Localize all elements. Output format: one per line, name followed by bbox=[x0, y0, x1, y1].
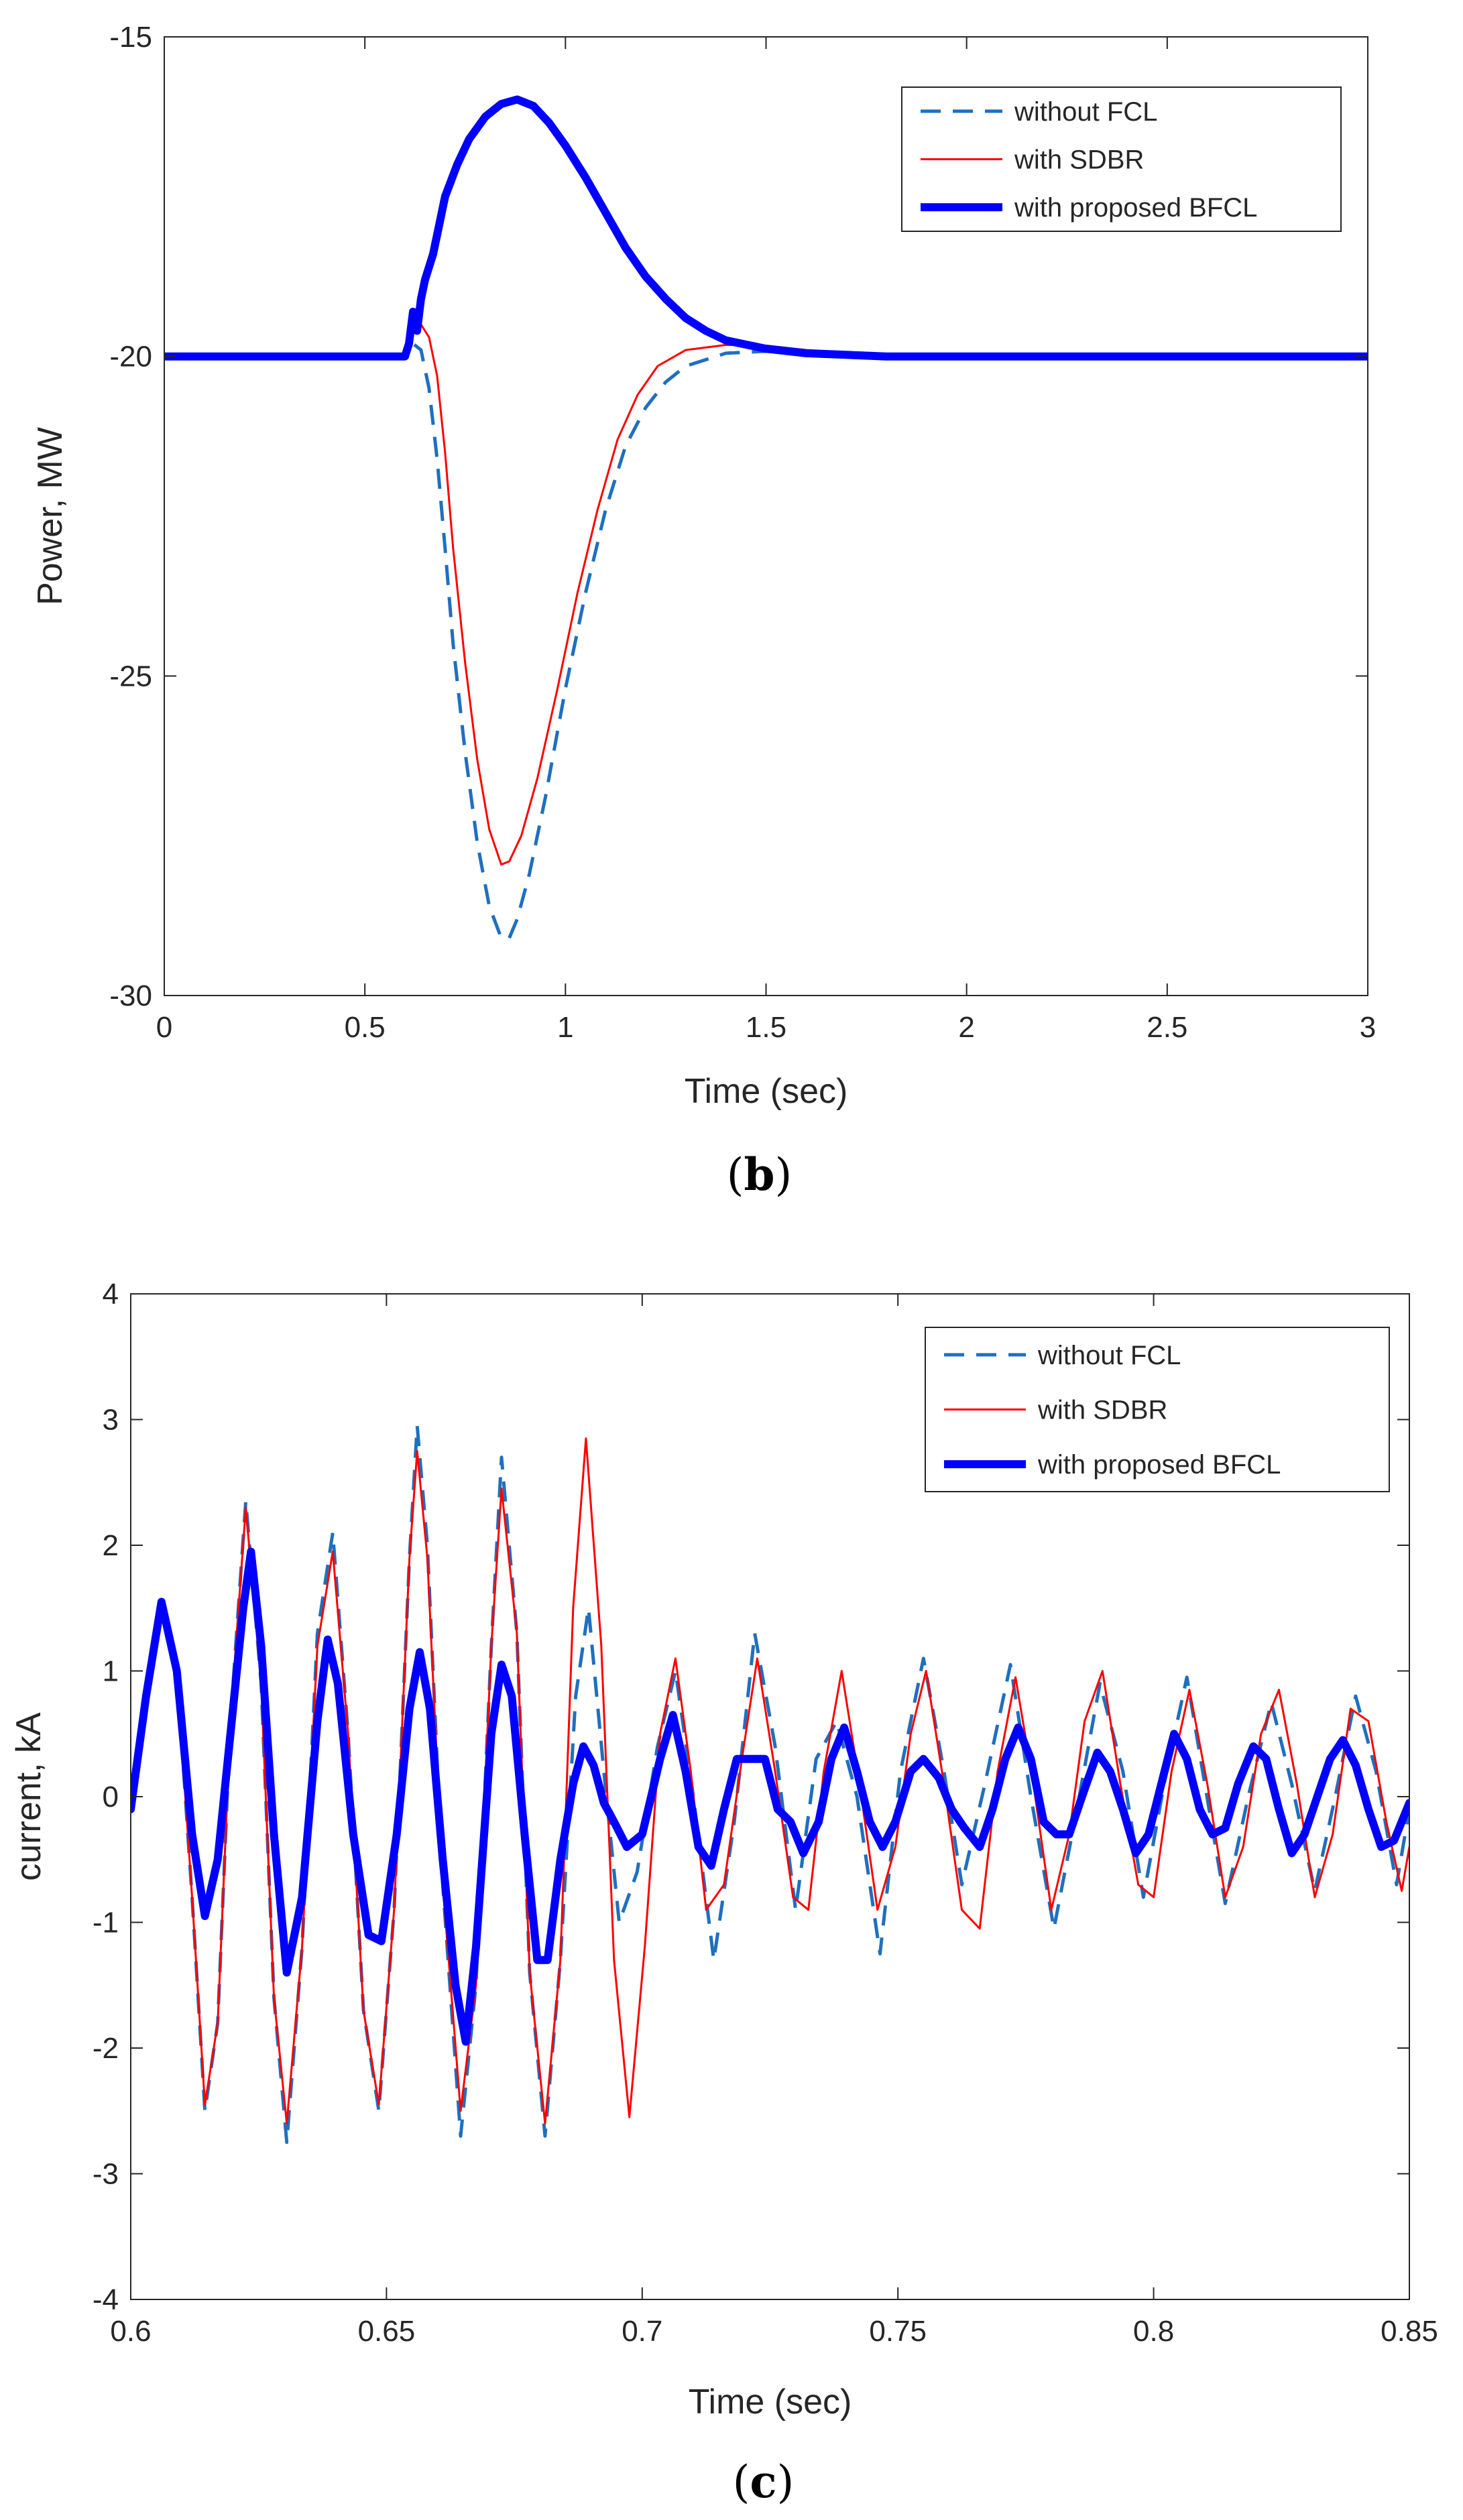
y-tick-label: -3 bbox=[93, 2158, 119, 2191]
x-tick-label: 3 bbox=[1360, 1011, 1376, 1044]
power-chart-y-axis-label: Power, MW bbox=[31, 427, 70, 605]
current-chart-lines bbox=[131, 1424, 1409, 2145]
legend-label: with proposed BFCL bbox=[1014, 193, 1257, 223]
legend-label: without FCL bbox=[1014, 97, 1157, 127]
y-tick-label: 0 bbox=[103, 1781, 119, 1813]
x-tick-label: 0 bbox=[156, 1011, 172, 1044]
y-tick-label: -20 bbox=[109, 341, 152, 373]
y-tick-label: 1 bbox=[103, 1655, 119, 1688]
x-tick-label: 1 bbox=[557, 1011, 573, 1044]
current-chart: 0.6 0.65 0.7 0.75 0.8 0.85 -4 -3 -2 -1 0 1 2 3 4 Time … bbox=[9, 1278, 1438, 2508]
current-chart-caption: (c) bbox=[733, 2456, 795, 2508]
power-chart-ticks: 0 0.5 1 1.5 2 2.5 3 -30 -25 -20 -15 bbox=[109, 21, 1376, 1044]
legend-label: without FCL bbox=[1037, 1341, 1181, 1370]
legend-label: with SDBR bbox=[1037, 1396, 1167, 1425]
caption-close-paren: ) bbox=[777, 2456, 795, 2508]
y-tick-label: -1 bbox=[93, 1907, 119, 1939]
y-tick-label: 3 bbox=[103, 1404, 119, 1437]
power-chart-x-axis-label: Time (sec) bbox=[685, 1072, 848, 1111]
series-line-with-sdbr bbox=[164, 323, 1368, 866]
power-chart-lines bbox=[164, 95, 1368, 940]
caption-open-paren: ( bbox=[733, 2456, 750, 2508]
x-tick-label: 0.65 bbox=[358, 2315, 416, 2348]
caption-letter: c bbox=[750, 2456, 776, 2508]
x-tick-label: 0.8 bbox=[1133, 2315, 1174, 2348]
caption-close-paren: ) bbox=[775, 1149, 793, 1201]
y-tick-label: -25 bbox=[109, 660, 152, 693]
y-tick-label: 4 bbox=[103, 1278, 119, 1311]
y-tick-label: -30 bbox=[109, 979, 152, 1012]
x-tick-label: 0.7 bbox=[622, 2315, 662, 2348]
y-tick-label: 2 bbox=[103, 1529, 119, 1562]
x-tick-label: 2.5 bbox=[1147, 1011, 1187, 1044]
current-chart-ticks: 0.6 0.65 0.7 0.75 0.8 0.85 -4 -3 -2 -1 0 1 2 3 4 bbox=[93, 1278, 1438, 2348]
x-tick-label: 0.75 bbox=[869, 2315, 927, 2348]
x-tick-label: 2 bbox=[958, 1011, 974, 1044]
caption-letter: b bbox=[744, 1148, 774, 1201]
series-line-with-proposed-bfcl bbox=[164, 95, 1368, 361]
legend-label: with SDBR bbox=[1014, 145, 1144, 175]
power-chart-caption: (b) bbox=[727, 1148, 793, 1201]
power-chart: 0 0.5 1 1.5 2 2.5 3 -30 -25 -20 -15 Time (sec) Pow… bbox=[31, 21, 1376, 1201]
series-line-with-sdbr bbox=[131, 1437, 1409, 2124]
y-tick-label: -15 bbox=[109, 21, 152, 54]
current-chart-x-axis-label: Time (sec) bbox=[689, 2383, 852, 2421]
caption-open-paren: ( bbox=[727, 1149, 744, 1201]
x-tick-label: 0.5 bbox=[345, 1011, 386, 1044]
x-tick-label: 0.85 bbox=[1381, 2315, 1438, 2348]
x-tick-label: 0.6 bbox=[110, 2315, 151, 2348]
current-chart-legend: without FCL with SDBR with proposed BFCL bbox=[925, 1327, 1390, 1492]
series-line-without-fcl bbox=[164, 342, 1368, 940]
power-chart-legend: without FCL with SDBR with proposed BFCL bbox=[901, 86, 1342, 232]
legend-label: with proposed BFCL bbox=[1037, 1450, 1281, 1480]
y-tick-label: -4 bbox=[93, 2283, 119, 2316]
current-chart-y-axis-label: current, kA bbox=[9, 1712, 48, 1881]
series-line-with-proposed-bfcl bbox=[131, 1547, 1409, 2046]
x-tick-label: 1.5 bbox=[746, 1011, 786, 1044]
y-tick-label: -2 bbox=[93, 2032, 119, 2065]
